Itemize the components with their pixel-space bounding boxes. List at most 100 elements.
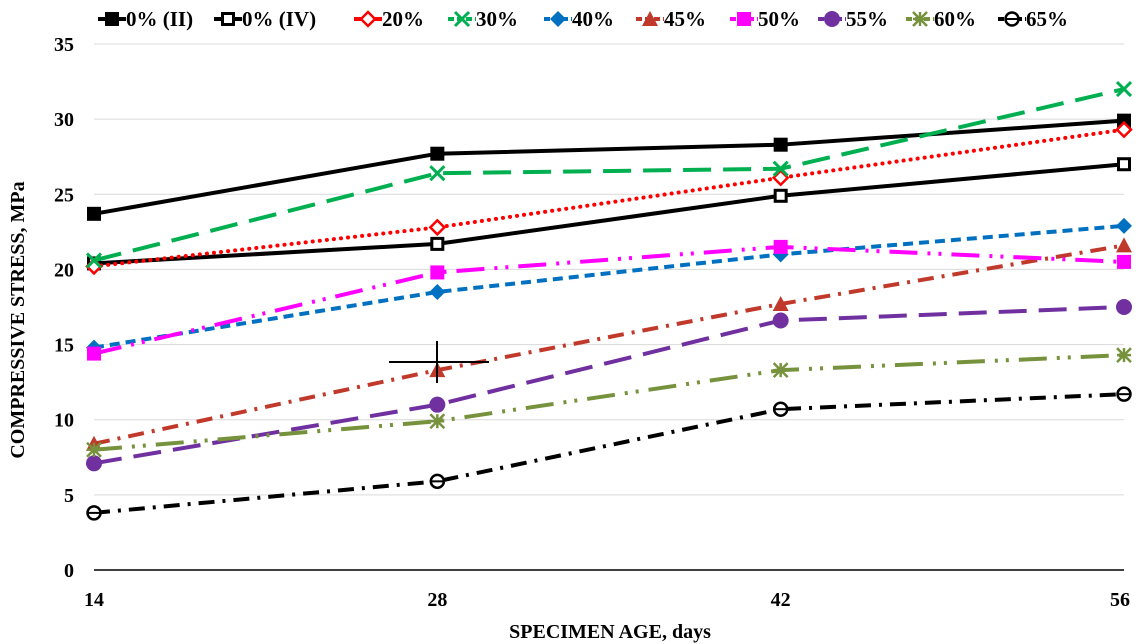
series-marker: [429, 413, 446, 430]
series-marker: [429, 165, 446, 182]
y-tick-label: 10: [54, 410, 74, 432]
y-tick-labels: 0 5 10 15 20 25 30 35: [54, 34, 74, 582]
legend-item: 60%: [906, 7, 976, 31]
series-marker: [772, 401, 789, 417]
y-tick-label: 0: [64, 560, 74, 582]
series-marker: [87, 206, 101, 221]
legend-label: 50%: [758, 7, 800, 31]
x-tick-label: 56: [1110, 589, 1130, 611]
series-marker: [773, 239, 788, 254]
series-marker: [86, 505, 102, 521]
series-line: [93, 353, 1125, 452]
series-marker: [737, 12, 751, 26]
series-marker: [772, 362, 789, 379]
series-line: [92, 127, 1126, 269]
legend-label: 45%: [664, 7, 706, 31]
series-0-IV: [87, 157, 1131, 271]
series-line: [93, 244, 1125, 356]
series-marker: [550, 11, 566, 27]
legend-item: 20%: [354, 7, 424, 31]
grid: [94, 43, 1124, 496]
series-marker: [1004, 11, 1020, 27]
series-marker: [824, 11, 840, 27]
y-tick-label: 20: [54, 259, 74, 281]
legend: 0% (II) 0% (IV) 20% 30% 40% 45% 50% 55% 60% 65%: [98, 7, 1068, 31]
x-tick-label: 14: [84, 589, 104, 611]
series-line: [93, 223, 1125, 350]
series-marker: [772, 312, 789, 329]
x-axis-title: SPECIMEN AGE, days: [509, 621, 711, 643]
series-line: [93, 118, 1125, 216]
series-marker: [1117, 113, 1131, 128]
series-line: [93, 87, 1125, 263]
series-marker: [773, 137, 788, 152]
legend-label: 20%: [382, 7, 424, 31]
x-tick-label: 28: [427, 589, 447, 611]
legend-item: 65%: [998, 7, 1068, 31]
legend-label: 40%: [572, 7, 614, 31]
series-marker: [86, 455, 102, 472]
series-marker: [1117, 254, 1131, 269]
series-marker: [221, 12, 235, 26]
x-tick-label: 42: [771, 589, 791, 611]
series-marker: [359, 10, 377, 28]
series-marker: [453, 10, 471, 28]
legend-item: 0% (IV): [214, 7, 316, 31]
x-tick-labels: 14 28 42 56: [84, 589, 1130, 611]
series-40: [86, 217, 1132, 356]
legend-label: 60%: [934, 7, 976, 31]
legend-item: 30%: [448, 7, 518, 31]
legend-label: 0% (IV): [242, 7, 316, 31]
series-line: [93, 162, 1125, 266]
series-marker: [430, 236, 445, 251]
series-marker: [429, 396, 446, 413]
crosshair-cursor: [389, 341, 489, 383]
series-marker: [1116, 217, 1132, 234]
series-marker: [105, 12, 119, 26]
legend-item: 0% (II): [98, 7, 193, 31]
series-50: [87, 239, 1131, 361]
series-marker: [1115, 81, 1133, 98]
series-marker: [1116, 386, 1132, 402]
legend-label: 55%: [846, 7, 888, 31]
series-marker: [1115, 120, 1133, 139]
y-tick-label: 15: [54, 335, 74, 357]
series-marker: [430, 146, 445, 161]
series-line: [93, 305, 1125, 466]
series-30: [85, 81, 1133, 269]
series-marker: [1117, 157, 1131, 172]
y-tick-label: 30: [54, 109, 74, 131]
series-marker: [429, 283, 446, 300]
series-marker: [1116, 299, 1132, 315]
legend-item: 50%: [730, 7, 800, 31]
series-marker: [773, 188, 788, 203]
series-marker: [87, 346, 101, 361]
series-60: [86, 347, 1132, 458]
legend-item: 40%: [544, 7, 614, 31]
series-line: [93, 243, 1125, 446]
series-marker: [1116, 347, 1132, 363]
series: [85, 81, 1133, 521]
series-65: [86, 386, 1132, 521]
series-marker: [912, 11, 928, 27]
series-marker: [1116, 237, 1132, 253]
y-axis-title: COMPRESSIVE STRESS, MPa: [7, 181, 29, 458]
series-marker: [428, 218, 447, 237]
y-tick-label: 35: [54, 34, 74, 56]
legend-item: 45%: [636, 7, 706, 31]
series-marker: [430, 265, 445, 280]
legend-label: 30%: [476, 7, 518, 31]
legend-label: 65%: [1026, 7, 1068, 31]
legend-item: 55%: [818, 7, 888, 31]
series-55: [86, 299, 1132, 472]
series-0-II: [87, 113, 1131, 221]
series-marker: [772, 160, 789, 177]
series-marker: [772, 295, 789, 311]
series-marker: [429, 473, 446, 490]
y-tick-label: 5: [64, 485, 74, 507]
series-20: [85, 120, 1133, 276]
legend-label: 0% (II): [126, 7, 193, 31]
series-marker: [642, 11, 658, 26]
